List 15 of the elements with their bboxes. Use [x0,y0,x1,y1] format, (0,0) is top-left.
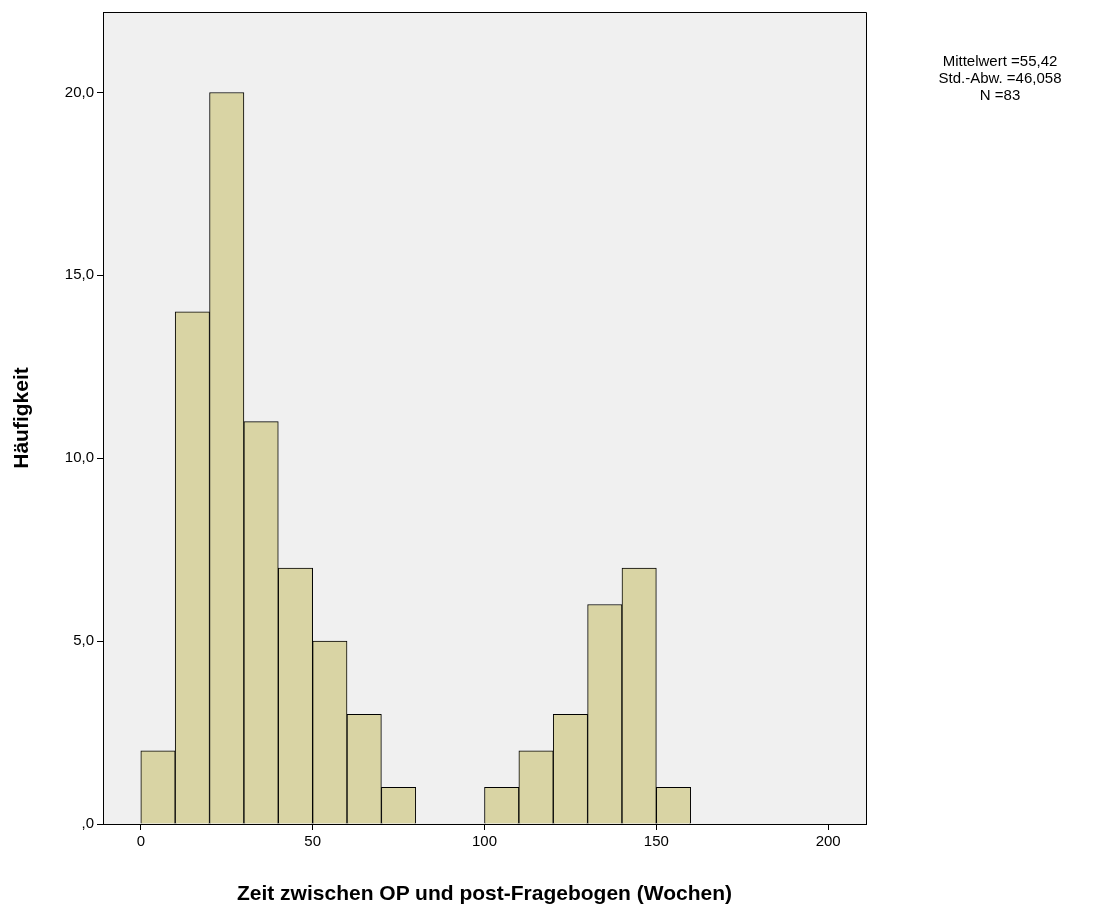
x-axis-title: Zeit zwischen OP und post-Fragebogen (Wochen) [236,881,733,905]
x-tick-label: 100 [471,832,498,850]
x-tick-label: 0 [136,832,145,850]
y-axis-title: Häufigkeit [9,367,33,469]
y-tick-label: 10,0 [64,448,94,466]
text: N =83 [979,86,1021,104]
text: Mittelwert =55,42 [942,52,1058,70]
x-tick-label: 50 [304,832,321,850]
y-tick-label: 15,0 [64,265,94,283]
y-tick-label: 5,0 [73,631,94,649]
y-tick-label: 20,0 [64,82,94,100]
x-tick-label: 150 [643,832,669,850]
text: Std.-Abw. =46,058 [938,69,1062,87]
x-tick-label: 200 [815,832,841,850]
y-tick-label: ,0 [81,814,94,832]
